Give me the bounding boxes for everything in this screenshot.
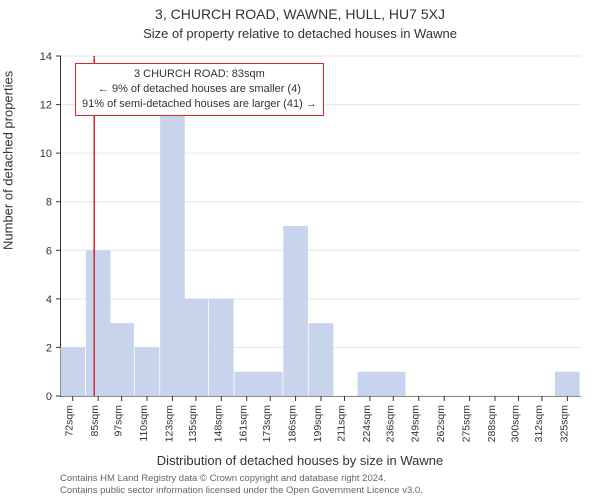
svg-text:300sqm: 300sqm	[509, 405, 521, 443]
svg-text:85sqm: 85sqm	[89, 405, 101, 437]
svg-text:288sqm: 288sqm	[486, 405, 498, 443]
svg-text:4: 4	[46, 294, 52, 306]
svg-text:211sqm: 211sqm	[335, 405, 347, 442]
y-axis-label: Number of detached properties	[1, 71, 16, 250]
svg-text:0: 0	[46, 391, 52, 403]
svg-text:262sqm: 262sqm	[435, 405, 447, 443]
chart-title: 3, CHURCH ROAD, WAWNE, HULL, HU7 5XJ	[0, 6, 600, 22]
svg-text:97sqm: 97sqm	[113, 405, 125, 437]
svg-text:325sqm: 325sqm	[558, 405, 570, 443]
footer-attribution: Contains HM Land Registry data © Crown c…	[60, 473, 423, 497]
svg-text:110sqm: 110sqm	[138, 405, 150, 442]
svg-text:2: 2	[46, 342, 52, 354]
svg-text:161sqm: 161sqm	[238, 405, 250, 443]
chart-subtitle: Size of property relative to detached ho…	[0, 26, 600, 41]
svg-text:14: 14	[40, 51, 52, 63]
svg-text:249sqm: 249sqm	[410, 405, 422, 443]
svg-text:236sqm: 236sqm	[384, 405, 396, 443]
svg-text:8: 8	[46, 197, 52, 209]
svg-text:275sqm: 275sqm	[461, 405, 473, 443]
svg-text:186sqm: 186sqm	[287, 405, 299, 443]
x-axis-label: Distribution of detached houses by size …	[0, 453, 600, 468]
svg-text:12: 12	[40, 100, 52, 112]
svg-text:135sqm: 135sqm	[187, 405, 199, 443]
chart-container: { "title": "3, CHURCH ROAD, WAWNE, HULL,…	[0, 0, 600, 500]
svg-text:72sqm: 72sqm	[64, 405, 76, 437]
svg-text:6: 6	[46, 245, 52, 257]
svg-text:199sqm: 199sqm	[312, 405, 324, 443]
svg-text:123sqm: 123sqm	[163, 405, 175, 443]
svg-text:148sqm: 148sqm	[212, 405, 224, 443]
annotation-line2: ← 9% of detached houses are smaller (4)	[82, 82, 317, 97]
annotation-box: 3 CHURCH ROAD: 83sqm ← 9% of detached ho…	[75, 63, 324, 116]
footer-line1: Contains HM Land Registry data © Crown c…	[60, 473, 423, 485]
footer-line2: Contains public sector information licen…	[60, 485, 423, 497]
annotation-line1: 3 CHURCH ROAD: 83sqm	[82, 67, 317, 82]
annotation-line3: 91% of semi-detached houses are larger (…	[82, 97, 317, 112]
svg-text:224sqm: 224sqm	[361, 405, 373, 443]
svg-text:173sqm: 173sqm	[261, 405, 273, 443]
svg-text:312sqm: 312sqm	[533, 405, 545, 443]
svg-text:10: 10	[40, 148, 52, 160]
